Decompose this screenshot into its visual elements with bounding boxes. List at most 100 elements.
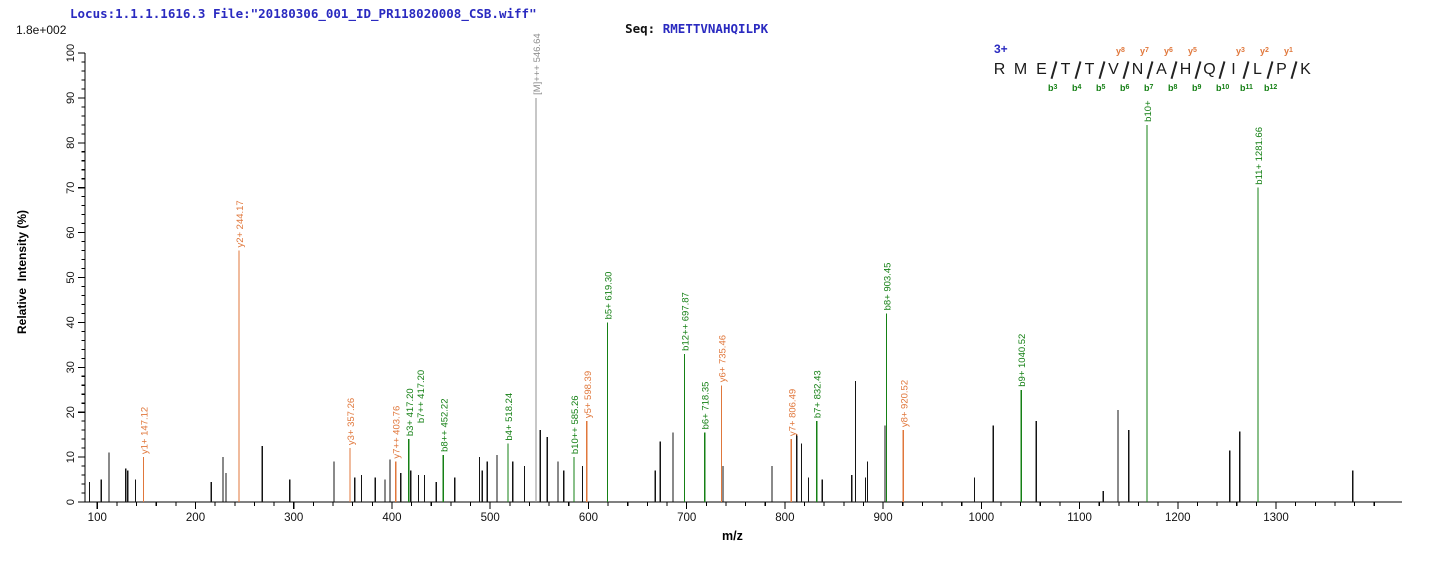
residue-8-A: A	[1156, 61, 1167, 78]
x-tick-label: 100	[88, 512, 107, 524]
b-ion-label-b6: b6	[1120, 83, 1130, 93]
cleavage-slash	[1050, 61, 1057, 79]
residue-1-R: R	[993, 61, 1006, 78]
fragmentation-site: y3 b11	[1236, 46, 1253, 93]
peak-label: b5+ 619.30	[603, 272, 614, 320]
precursor-charge-label: 3+	[994, 42, 1008, 56]
x-tick-label: 1200	[1165, 512, 1191, 524]
cleavage-slash	[1146, 61, 1153, 79]
x-tick-label: 800	[775, 512, 794, 524]
residue-2-M: M	[1013, 61, 1028, 78]
y-ion-label-y6: y6	[1164, 46, 1173, 56]
peak-label: b7+ 832.43	[813, 370, 824, 418]
b-ion-label-b10: b10	[1216, 83, 1230, 93]
b-ion-label-b3: b3	[1048, 83, 1058, 93]
y-tick-label: 20	[65, 406, 77, 418]
y-tick-label: 30	[65, 361, 77, 373]
x-axis-title: m/z	[722, 529, 743, 543]
peak-label: y3+ 357.26	[346, 398, 357, 445]
x-tick-label: 700	[677, 512, 696, 524]
residue-6-V: V	[1108, 61, 1119, 78]
b-ion-label-b5: b5	[1096, 83, 1106, 93]
x-tick-label: 1300	[1263, 512, 1289, 524]
seq-value: RMETTVNAHQILPK	[662, 21, 769, 36]
x-tick-label: 500	[481, 512, 500, 524]
cleavage-slash	[1242, 61, 1249, 79]
y-tick-label: 50	[65, 271, 77, 283]
cleavage-slash	[1290, 61, 1297, 79]
peak-label: y6+ 735.46	[717, 335, 728, 382]
peak-label: b7++ 417.20	[416, 370, 427, 423]
seq-label: Seq:	[625, 21, 663, 36]
peak-label: b4+ 518.24	[504, 393, 515, 441]
peak-label: [M]+++ 546.64	[532, 33, 543, 95]
residue-3-E: E	[1036, 61, 1047, 78]
peak-label: y7++ 403.76	[392, 406, 403, 459]
y-tick-label: 0	[65, 499, 77, 505]
peak-label: b8++ 452.22	[439, 398, 450, 451]
residue-14-K: K	[1300, 61, 1311, 78]
b-ion-label-b8: b8	[1168, 83, 1178, 93]
residue-5-T: T	[1084, 61, 1095, 78]
fragmentation-site: y8 b6	[1116, 46, 1130, 93]
y-tick-label: 40	[65, 316, 77, 328]
y-ion-label-y3: y3	[1236, 46, 1245, 56]
peak-label: b6+ 718.35	[701, 382, 712, 430]
fragmentation-site: b10	[1216, 59, 1229, 93]
y-tick-label: 10	[65, 451, 77, 463]
b-ion-label-b7: b7	[1144, 83, 1154, 93]
y-tick-label: 90	[65, 92, 77, 104]
x-tick-label: 200	[186, 512, 205, 524]
fragmentation-site: y1	[1284, 46, 1298, 81]
fragmentation-site: y5 b9	[1188, 46, 1202, 93]
residue-4-T: T	[1060, 61, 1071, 78]
fragmentation-site: b3	[1048, 59, 1058, 93]
peak-label: y2+ 244.17	[235, 200, 246, 247]
peak-label: b10++ 585.26	[570, 395, 581, 454]
peak-label: y5+ 598.39	[583, 371, 594, 418]
peak-label: b9+ 1040.52	[1017, 334, 1028, 387]
x-tick-label: 900	[874, 512, 893, 524]
x-tick-label: 600	[579, 512, 598, 524]
x-tick-label: 1100	[1067, 512, 1092, 524]
residue-9-H: H	[1179, 61, 1192, 78]
peak-label: y1+ 147.12	[140, 407, 151, 454]
residue-12-L: L	[1253, 61, 1262, 78]
sequence-header: Seq: RMETTVNAHQILPK	[595, 6, 768, 51]
cleavage-slash	[1170, 61, 1177, 79]
residue-7-N: N	[1131, 61, 1144, 78]
peak-label: b11+ 1281.66	[1254, 127, 1265, 185]
residue-11-I: I	[1231, 61, 1236, 78]
y-ion-label-y7: y7	[1140, 46, 1149, 56]
y-tick-label: 70	[65, 182, 77, 194]
residue-13-P: P	[1276, 61, 1287, 78]
b-ion-label-b11: b11	[1240, 83, 1253, 93]
peak-label: b10+	[1143, 100, 1154, 122]
peak-label: y8+ 920.52	[899, 380, 910, 427]
fragmentation-site: b5	[1096, 59, 1106, 93]
locus-file-text: Locus:1.1.1.1616.3 File:"20180306_001_ID…	[70, 6, 537, 21]
cleavage-slash	[1098, 61, 1105, 79]
fragmentation-site: y6 b8	[1164, 46, 1178, 93]
x-tick-label: 1000	[969, 512, 995, 524]
cleavage-slash	[1122, 61, 1129, 79]
cleavage-slash	[1194, 61, 1201, 79]
y-ion-label-y8: y8	[1116, 46, 1125, 56]
fragmentation-site: y7 b7	[1140, 46, 1154, 93]
fragmentation-site: b4	[1072, 59, 1082, 93]
peak-label: b3+ 417.20	[405, 388, 416, 436]
cleavage-slash	[1218, 61, 1225, 79]
y-tick-label: 80	[65, 137, 77, 149]
peak-label: b8+ 903.45	[883, 263, 894, 311]
y-tick-label: 100	[65, 44, 77, 62]
peak-label: y7+ 806.49	[787, 389, 798, 436]
b-ion-label-b4: b4	[1072, 83, 1082, 93]
residue-10-Q: Q	[1203, 61, 1216, 78]
cleavage-slash	[1074, 61, 1081, 79]
y-ion-label-y2: y2	[1260, 46, 1269, 56]
max-intensity-label: 1.8e+002	[16, 23, 67, 37]
b-ion-label-b9: b9	[1192, 83, 1202, 93]
